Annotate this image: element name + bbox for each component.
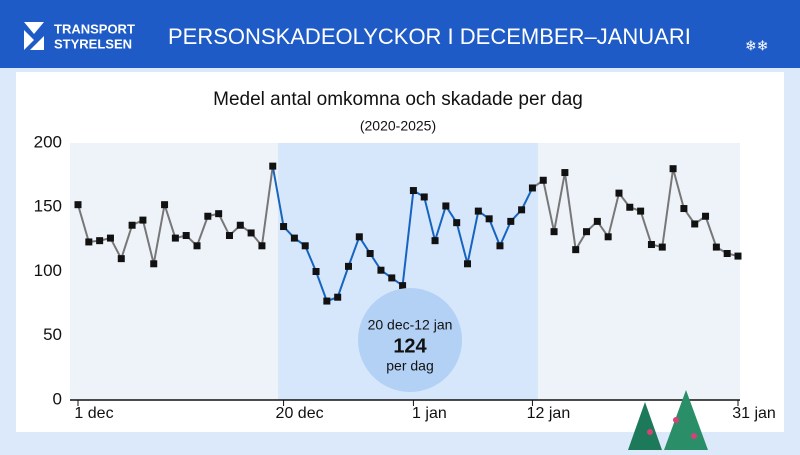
marker — [247, 229, 255, 237]
marker — [712, 243, 720, 251]
x-tick-label: 31 jan — [732, 405, 776, 422]
marker — [269, 162, 277, 170]
marker — [518, 206, 526, 214]
marker — [626, 203, 634, 211]
x-tick-label: 20 dec — [276, 405, 324, 422]
marker — [377, 266, 385, 274]
tree-decoration — [628, 390, 708, 450]
marker — [236, 221, 244, 229]
chart-subtitle: (2020-2025) — [360, 118, 436, 134]
marker — [128, 221, 136, 229]
marker — [366, 250, 374, 258]
marker — [344, 262, 352, 270]
marker — [583, 228, 591, 236]
marker — [215, 210, 223, 218]
marker — [334, 293, 342, 301]
marker — [474, 207, 482, 215]
marker — [150, 260, 158, 268]
y-tick-label: 100 — [34, 261, 62, 280]
marker — [85, 238, 93, 246]
marker — [464, 260, 472, 268]
marker — [453, 219, 461, 227]
marker — [550, 228, 558, 236]
marker — [225, 232, 233, 240]
marker — [507, 217, 515, 225]
marker — [528, 184, 536, 192]
y-tick-label: 200 — [34, 132, 62, 151]
marker — [539, 176, 547, 184]
marker — [388, 274, 396, 282]
marker — [409, 187, 417, 195]
y-tick-label: 50 — [43, 325, 62, 344]
marker — [658, 243, 666, 251]
header-title: PERSONSKADEOLYCKOR I DECEMBER–JANUARI — [168, 24, 691, 49]
header-bar — [0, 0, 800, 68]
snowflake: ❄❄ — [745, 38, 768, 54]
marker — [702, 212, 710, 220]
logo — [24, 22, 44, 50]
x-tick-label: 1 dec — [74, 405, 113, 422]
marker — [691, 220, 699, 228]
marker — [323, 297, 331, 305]
annotation-value: 124 — [393, 335, 427, 357]
marker — [355, 233, 363, 241]
marker — [96, 237, 104, 245]
y-tick-label: 150 — [34, 197, 62, 216]
marker — [74, 201, 82, 209]
marker — [442, 202, 450, 210]
marker — [301, 242, 309, 250]
marker — [117, 255, 125, 263]
x-tick-label: 1 jan — [412, 405, 447, 422]
annotation-unit: per dag — [386, 358, 433, 374]
marker — [680, 205, 688, 213]
marker — [161, 201, 169, 209]
marker — [431, 237, 439, 245]
marker — [106, 234, 114, 242]
marker — [182, 232, 190, 240]
marker — [604, 233, 612, 241]
marker — [561, 169, 569, 177]
marker — [593, 217, 601, 225]
marker — [312, 268, 320, 275]
marker — [290, 234, 298, 242]
marker — [669, 165, 677, 173]
marker — [485, 215, 493, 223]
y-tick-label: 0 — [53, 389, 62, 408]
marker — [171, 234, 179, 242]
marker — [637, 207, 645, 215]
x-tick-label: 12 jan — [527, 405, 571, 422]
marker — [399, 282, 407, 290]
chart-title: Medel antal omkomna och skadade per dag — [213, 89, 583, 110]
marker — [647, 241, 655, 249]
marker — [734, 252, 742, 260]
marker — [420, 193, 428, 201]
marker — [193, 242, 201, 250]
marker — [615, 189, 623, 197]
annotation-bubble — [358, 288, 462, 392]
marker — [204, 212, 212, 220]
marker — [258, 242, 266, 250]
logo-text: TRANSPORT — [54, 21, 135, 36]
marker — [496, 242, 504, 250]
logo-text: STYRELSEN — [54, 36, 132, 51]
annotation-label: 20 dec-12 jan — [368, 317, 453, 333]
marker — [723, 250, 731, 258]
marker — [572, 246, 580, 254]
marker — [139, 216, 147, 224]
marker — [280, 223, 288, 231]
